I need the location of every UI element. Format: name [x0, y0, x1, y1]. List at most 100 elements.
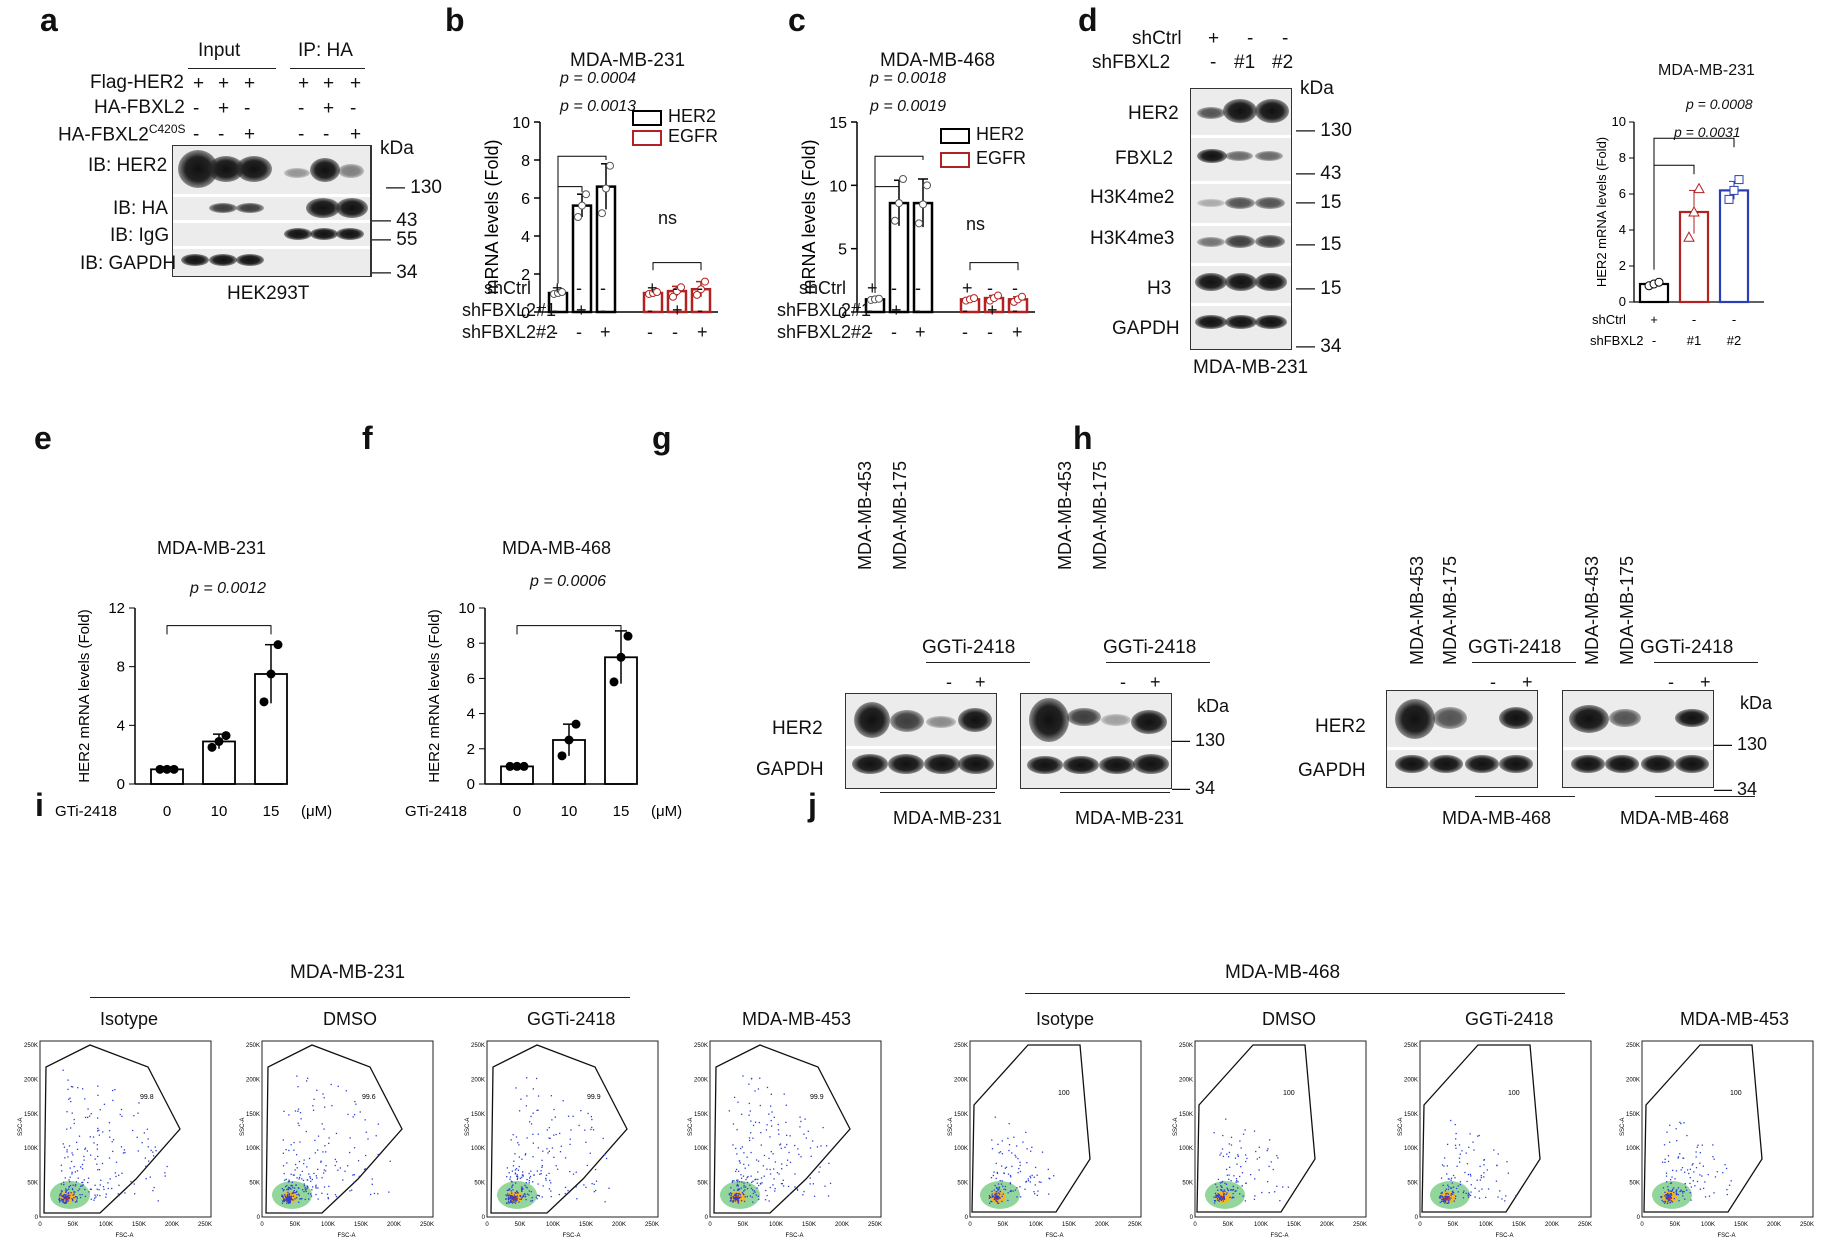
data-point [970, 294, 978, 303]
event-dot [591, 1182, 593, 1185]
kda-label-g: kDa [1197, 696, 1230, 716]
event-dot [508, 1188, 510, 1190]
event-dot [337, 1085, 339, 1088]
event-dot [1033, 1176, 1035, 1178]
event-dot [1229, 1166, 1231, 1168]
data-point [505, 761, 515, 771]
event-dot [1467, 1194, 1469, 1197]
event-dot [1682, 1192, 1684, 1194]
flow-y-tick: 150K [1626, 1112, 1640, 1118]
flow-y-tick: 200K [694, 1077, 708, 1083]
gate [265, 1044, 403, 1214]
event-dot [1226, 1174, 1228, 1176]
event-dot [98, 1168, 101, 1171]
event-dot [528, 1179, 530, 1182]
blot-label-h-gapdh: GAPDH [1298, 760, 1366, 781]
event-dot [788, 1193, 790, 1196]
event-dot [1236, 1163, 1238, 1165]
event-dot [515, 1136, 518, 1138]
event-dot [290, 1144, 292, 1146]
event-dot [766, 1168, 768, 1170]
event-dot [755, 1178, 757, 1180]
event-dot [506, 1189, 509, 1192]
event-dot [809, 1177, 811, 1179]
event-dot [64, 1194, 66, 1197]
marker-d-34: — 34 [1296, 336, 1342, 357]
event-dot [1667, 1160, 1670, 1163]
event-dot [67, 1195, 69, 1197]
event-dot [509, 1178, 511, 1180]
event-dot [595, 1189, 597, 1192]
event-dot [1470, 1175, 1472, 1177]
event-dot [516, 1175, 518, 1178]
event-dot [518, 1165, 520, 1168]
flow-title-i-2: GGTi-2418 [527, 1009, 616, 1029]
event-dot [74, 1171, 77, 1173]
event-dot [1223, 1193, 1226, 1195]
event-dot [71, 1112, 73, 1114]
event-dot [69, 1181, 71, 1183]
event-dot [64, 1201, 67, 1203]
data-point [1734, 175, 1744, 185]
event-dot [1455, 1132, 1457, 1135]
event-dot [108, 1130, 111, 1132]
event-dot [591, 1126, 593, 1129]
cond-sign: - [600, 300, 606, 320]
event-dot [754, 1191, 756, 1193]
a-sign-r2-c2: + [244, 124, 256, 145]
event-dot [302, 1179, 305, 1182]
data-point [609, 677, 619, 687]
x-axis-name: GGTi-2418 [55, 803, 117, 820]
event-dot [88, 1191, 90, 1193]
event-dot [82, 1184, 84, 1186]
event-dot [1226, 1192, 1228, 1194]
event-dot [1218, 1200, 1220, 1202]
flow-x-tick: 100K [1701, 1222, 1715, 1228]
event-dot [1699, 1188, 1701, 1190]
event-dot [602, 1137, 604, 1140]
event-dot [1689, 1182, 1691, 1185]
event-dot [283, 1198, 285, 1200]
event-dot [759, 1183, 762, 1185]
event-dot [84, 1195, 87, 1198]
event-dot [812, 1183, 815, 1185]
event-dot [1459, 1183, 1461, 1186]
flow-y-tick: 100K [471, 1146, 485, 1152]
flow-y-tick: 250K [1179, 1043, 1193, 1049]
event-dot [1692, 1163, 1694, 1165]
event-dot [755, 1159, 758, 1161]
event-dot [828, 1162, 830, 1165]
event-dot [97, 1085, 99, 1087]
marker-a-130: — 130 [386, 177, 442, 198]
flow-x-tick: 50K [1223, 1222, 1234, 1228]
event-dot [119, 1113, 121, 1116]
data-point [899, 175, 907, 183]
a-sign-r2-c0: - [193, 124, 200, 145]
event-dot [349, 1190, 351, 1192]
event-dot [310, 1180, 312, 1183]
event-dot [545, 1174, 548, 1176]
event-dot [81, 1181, 83, 1184]
blot-label-d-h3: H3 [1147, 278, 1172, 299]
chart-e-title: MDA-MB-231 [157, 538, 267, 558]
lane-h-2: MDA-MB-175 [1440, 555, 1460, 665]
event-dot [297, 1108, 300, 1110]
flow-title-j-3: MDA-MB-453 [1680, 1009, 1790, 1029]
event-dot [1219, 1198, 1221, 1201]
y-tick-label: 8 [467, 635, 475, 652]
event-dot [991, 1139, 993, 1141]
data-point [1729, 185, 1739, 195]
flow-y-label: SSC-A [1620, 1118, 1626, 1136]
event-dot [803, 1133, 805, 1135]
event-dot [334, 1158, 336, 1161]
event-dot [61, 1195, 63, 1197]
event-dot [84, 1147, 87, 1149]
event-dot [1244, 1129, 1246, 1131]
event-dot [555, 1133, 557, 1136]
event-dot [291, 1192, 293, 1195]
event-dot [311, 1178, 314, 1181]
event-dot [810, 1155, 812, 1157]
flow-x-tick: 200K [165, 1222, 179, 1228]
flow-x-tick: 250K [420, 1222, 434, 1228]
